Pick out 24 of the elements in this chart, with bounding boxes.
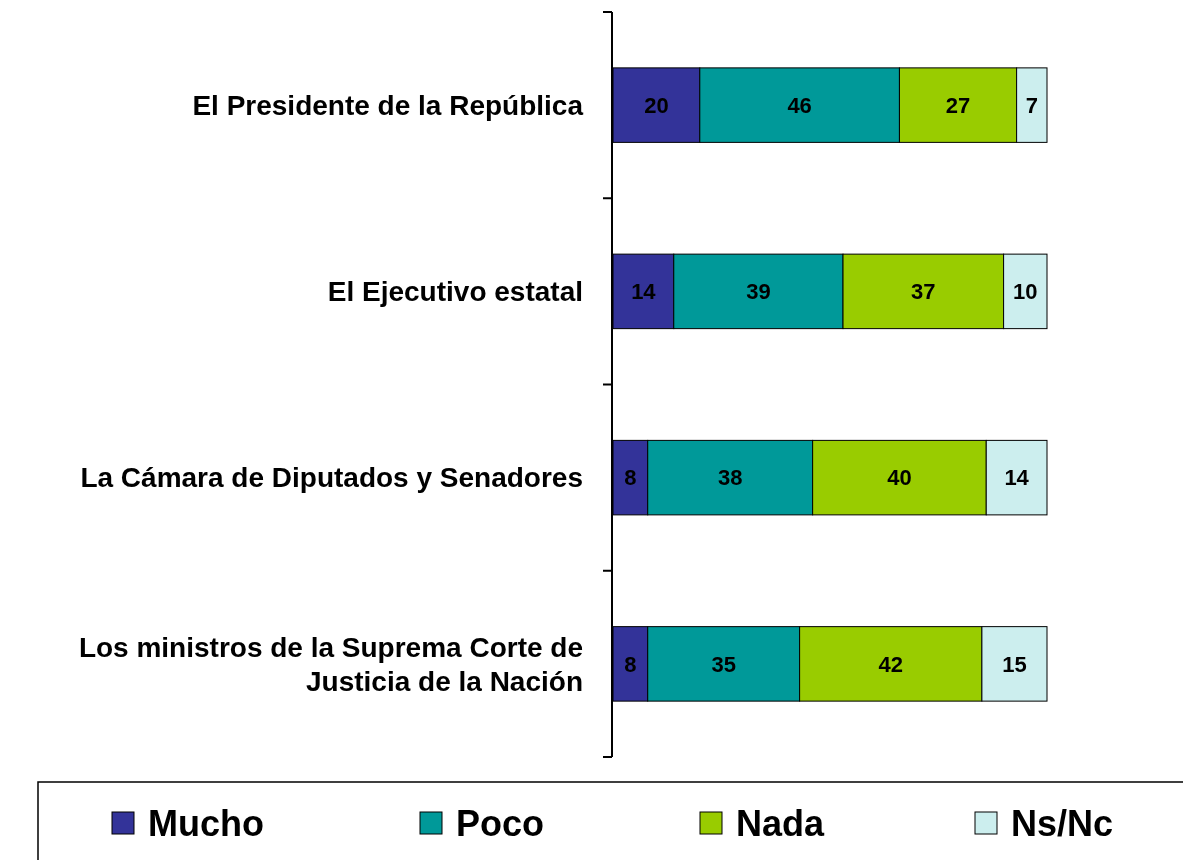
data-label: 14 (631, 279, 657, 305)
data-label: 42 (878, 651, 903, 677)
data-label: 10 (1013, 279, 1038, 305)
legend-label: Ns/Nc (1011, 802, 1114, 844)
y-tick-label: La Cámara de Diputados y Senadores (80, 462, 583, 494)
data-label: 39 (746, 279, 771, 305)
data-label: 7 (1025, 92, 1038, 118)
data-label: 15 (1002, 651, 1027, 677)
data-label: 27 (945, 92, 971, 118)
data-label: 8 (624, 465, 637, 491)
y-tick-label: Los ministros de la Suprema Corte de Justicia de la Nación (78, 631, 583, 697)
data-label: 40 (887, 465, 912, 491)
data-label: 35 (711, 651, 736, 677)
data-label: 37 (911, 279, 936, 305)
legend-label: Nada (736, 802, 826, 844)
data-label: 46 (787, 92, 812, 118)
y-tick-label: El Ejecutivo estatal (327, 276, 583, 308)
data-label: 20 (644, 92, 669, 118)
legend-label: Poco (456, 802, 545, 844)
y-tick-label: El Presidente de la República (192, 89, 584, 121)
legend-label: Mucho (148, 802, 264, 844)
data-label: 8 (624, 651, 637, 677)
data-label: 38 (717, 465, 743, 491)
data-label: 14 (1004, 465, 1030, 491)
